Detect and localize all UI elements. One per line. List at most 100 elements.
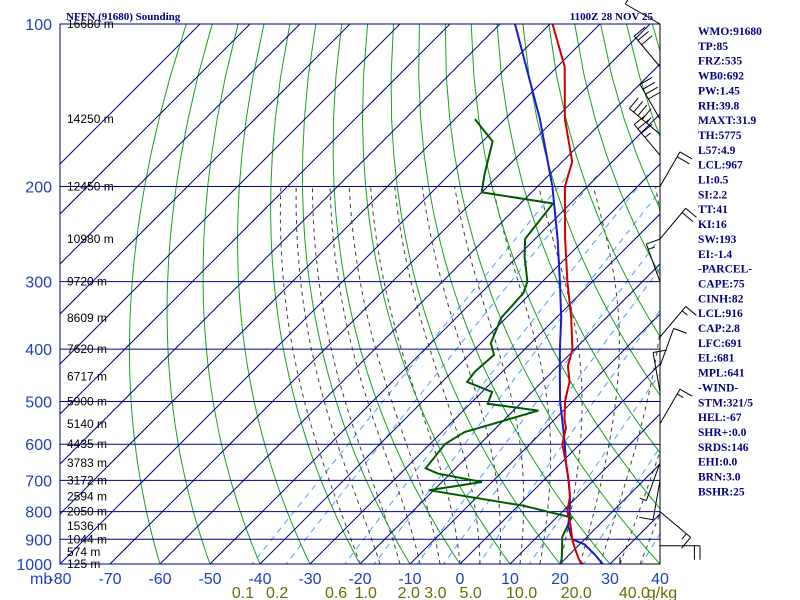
- mixing-ratio-label: 20.0: [561, 585, 592, 600]
- height-label: 1044 m: [67, 532, 107, 546]
- height-label: 6717 m: [67, 370, 107, 384]
- index-line: SRDS:146: [698, 442, 749, 454]
- mixing-ratio-label: 5.0: [460, 585, 482, 600]
- isotherm: [509, 413, 660, 564]
- height-label: 5900 m: [67, 394, 107, 408]
- index-line: STM:321/5: [698, 397, 753, 409]
- height-label: 12450 m: [67, 180, 114, 194]
- index-line: EL:681: [698, 353, 735, 365]
- index-line: LCL:916: [698, 308, 743, 320]
- mixing-ratio-line: [416, 237, 660, 564]
- moist-adiabat: [312, 186, 401, 564]
- index-line: SHR+:0.0: [698, 427, 747, 439]
- wind-barb: [639, 480, 661, 521]
- wind-barb: [624, 0, 661, 25]
- height-label: 125 m: [67, 557, 100, 571]
- index-line: MPL:641: [698, 368, 745, 380]
- pressure-axis-labels: 100 200 300 400 500 600 700 800 900 1000: [16, 17, 52, 574]
- mixing-ratio-labels: 0.1 0.2 0.6 1.0 2.0 3.0 5.0 10.0 20.0 40.0: [232, 585, 650, 600]
- mixing-ratio-label: 0.1: [232, 585, 254, 600]
- index-line: MAXT:31.9: [698, 115, 756, 127]
- isotherm: [60, 24, 501, 465]
- wind-barb: [659, 306, 697, 338]
- isotherm: [60, 24, 551, 515]
- index-line: TH:5775: [698, 130, 742, 142]
- wind-barb: [645, 238, 661, 282]
- isotherm: [60, 24, 401, 365]
- wind-barb: [639, 77, 661, 120]
- moist-adiabat: [329, 186, 421, 564]
- dry-adiabat: [418, 24, 611, 564]
- index-line: CAP:2.8: [698, 323, 740, 335]
- dry-adiabat: [361, 24, 511, 564]
- temperature-label: -80: [48, 571, 71, 588]
- index-line: LI:0.5: [698, 175, 729, 187]
- pressure-label-1000: 1000: [16, 557, 52, 574]
- mixing-ratio-label: 2.0: [398, 585, 420, 600]
- mixing-ratio-line: [442, 267, 660, 564]
- index-line: TT:41: [698, 204, 728, 216]
- isotherm: [60, 24, 601, 564]
- height-label: 3172 m: [67, 473, 107, 487]
- height-label: 8609 m: [67, 311, 107, 325]
- index-line: CAPE:75: [698, 278, 745, 290]
- index-line: -WIND-: [698, 382, 738, 394]
- isotherms: [60, 24, 660, 564]
- pressure-label-800: 800: [25, 505, 52, 522]
- index-line: BSHR:25: [698, 486, 745, 498]
- temperature-label: -20: [348, 571, 371, 588]
- wind-barb: [659, 207, 697, 240]
- index-line: FRZ:535: [698, 56, 742, 68]
- wind-barb: [628, 97, 661, 135]
- dry-adiabat: [548, 24, 660, 338]
- pressure-label-700: 700: [25, 473, 52, 490]
- mixing-ratio-label: 10.0: [506, 585, 537, 600]
- pressure-label-900: 900: [25, 532, 52, 549]
- index-line: TP:85: [698, 41, 728, 53]
- isotherm: [409, 313, 660, 564]
- height-label: 2050 m: [67, 505, 107, 519]
- isotherm: [309, 213, 660, 564]
- temperature-label: -50: [198, 571, 221, 588]
- mixing-ratio-line: [344, 174, 649, 564]
- mixing-ratio-lines: [251, 174, 660, 564]
- dry-adiabat: [166, 24, 213, 564]
- index-line: RH:39.8: [698, 100, 739, 112]
- isotherm: [159, 63, 660, 564]
- index-line: LCL:967: [698, 160, 743, 172]
- index-line: SI:2.2: [698, 189, 727, 201]
- temperature-label: 40: [651, 571, 669, 588]
- height-label: 16680 m: [67, 17, 114, 31]
- isotherm: [60, 24, 301, 265]
- index-line: EI:-1.4: [698, 249, 732, 261]
- height-label: 1536 m: [67, 519, 107, 533]
- isotherm: [459, 363, 660, 564]
- isotherm: [60, 24, 201, 165]
- index-line: CINH:82: [698, 293, 744, 305]
- isotherm: [109, 24, 651, 564]
- dry-adiabat: [301, 24, 411, 564]
- mixing-ratio-unit-label: g/kg: [647, 585, 677, 600]
- indices-panel: WMO:91680 TP:85 FRZ:535 WB0:692 PW:1.45 RH:39…: [698, 26, 762, 498]
- height-label: 4435 m: [67, 437, 107, 451]
- dry-adiabat: [236, 24, 311, 564]
- dry-adiabats: [128, 24, 660, 564]
- isotherm: [259, 163, 660, 564]
- wind-barb: [633, 115, 661, 156]
- wind-barb: [659, 388, 693, 425]
- pressure-label-300: 300: [25, 275, 52, 292]
- temperature-label: -30: [298, 571, 321, 588]
- mixing-ratio-label: 0.2: [266, 585, 288, 600]
- wind-barb: [633, 26, 661, 68]
- height-label: 10980 m: [67, 232, 114, 246]
- moist-adiabat: [619, 450, 660, 564]
- isotherm: [559, 463, 660, 564]
- temperature-label: -70: [98, 571, 121, 588]
- index-line: EHI:0.0: [698, 457, 738, 469]
- moist-adiabat: [279, 186, 361, 564]
- dry-adiabat: [202, 24, 261, 564]
- index-line: L57:4.9: [698, 145, 736, 157]
- mixing-ratio-line: [251, 174, 569, 564]
- temperature-label: -60: [148, 571, 171, 588]
